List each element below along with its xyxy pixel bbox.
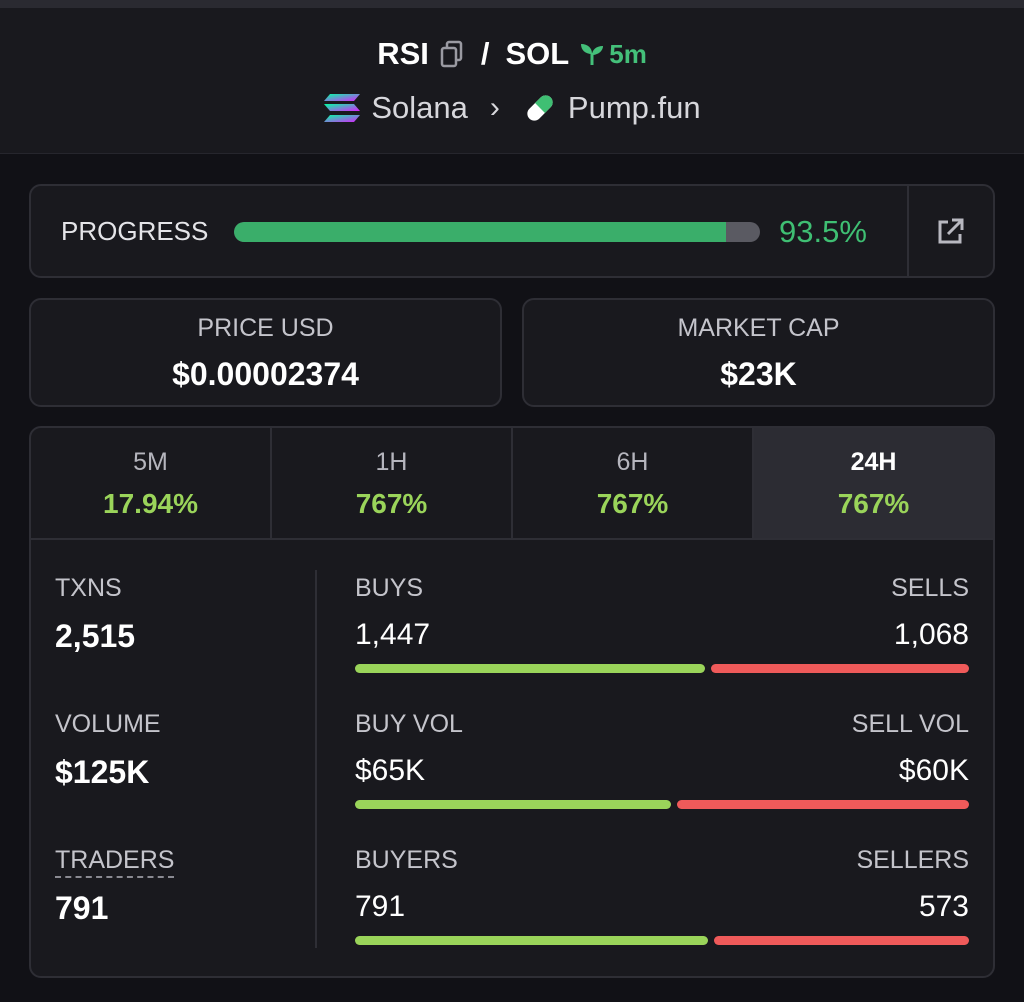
pair-age-text: 5m: [609, 38, 647, 69]
sell-bar: [711, 664, 969, 673]
sells-value: 1,068: [893, 618, 969, 651]
sell-bar: [714, 936, 969, 945]
sell-vol-value: $60K: [898, 754, 969, 787]
buys-value: 1,447: [355, 618, 431, 651]
buys-sells-ratio-bar: [355, 664, 969, 673]
pill-icon: [527, 95, 553, 121]
quote-symbol: SOL: [505, 36, 570, 71]
token-header: RSI / SOL 5m: [0, 8, 1024, 154]
txns-label: TXNS: [55, 574, 122, 602]
bonding-progress-panel: PROGRESS 93.5%: [29, 184, 995, 278]
timeframe-stats-panel: 5M 17.94% 1H 767% 6H 767% 24H 767% TXNS …: [29, 426, 995, 978]
sellers-value: 573: [918, 890, 969, 923]
tab-label: 24H: [850, 448, 897, 476]
market-cap-card: MARKET CAP $23K: [522, 298, 995, 407]
copy-icon[interactable]: [439, 40, 465, 68]
buy-vol-value: $65K: [355, 754, 426, 787]
sells-label: SELLS: [891, 574, 969, 602]
sellers-label: SELLERS: [856, 846, 969, 874]
progress-percent: 93.5%: [779, 214, 867, 249]
sell-vol-label: SELL VOL: [851, 710, 969, 738]
pair-title: RSI / SOL 5m: [0, 34, 1024, 74]
sell-bar: [677, 800, 969, 809]
market-cap-label: MARKET CAP: [677, 314, 840, 342]
tab-5m[interactable]: 5M 17.94%: [31, 428, 272, 538]
tab-label: 1H: [375, 448, 408, 476]
top-edge: [0, 0, 1024, 8]
seedling-icon: [581, 44, 604, 65]
tab-change: 767%: [596, 488, 669, 519]
tab-label: 6H: [616, 448, 649, 476]
tab-change: 17.94%: [103, 488, 198, 519]
tab-24h[interactable]: 24H 767%: [754, 428, 993, 538]
stats-divider: [315, 570, 317, 948]
buy-bar: [355, 800, 671, 809]
breadcrumb: Solana › Pump.fun: [0, 88, 1024, 128]
timeframe-tabs: 5M 17.94% 1H 767% 6H 767% 24H 767%: [31, 428, 993, 540]
chevron-right-icon: ›: [489, 91, 500, 124]
buyers-value: 791: [355, 890, 406, 923]
price-usd-card: PRICE USD $0.00002374: [29, 298, 502, 407]
tab-1h[interactable]: 1H 767%: [272, 428, 513, 538]
progress-bar: [234, 222, 760, 242]
volume-label: VOLUME: [55, 710, 161, 738]
tab-6h[interactable]: 6H 767%: [513, 428, 754, 538]
progress-divider: [907, 186, 909, 276]
tab-change: 767%: [355, 488, 428, 519]
chain-link[interactable]: Solana: [371, 90, 468, 125]
platform-link[interactable]: Pump.fun: [567, 90, 701, 125]
txns-value: 2,515: [55, 618, 136, 654]
solana-logo-icon: [324, 94, 361, 122]
buys-label: BUYS: [355, 574, 424, 602]
progress-label: PROGRESS: [61, 216, 209, 246]
token-symbol: RSI: [377, 36, 429, 71]
buy-vol-label: BUY VOL: [355, 710, 463, 738]
volume-ratio-bar: [355, 800, 969, 809]
traders-ratio-bar: [355, 936, 969, 945]
buyers-label: BUYERS: [355, 846, 458, 874]
buy-bar: [355, 664, 705, 673]
tab-label: 5M: [133, 448, 168, 476]
tab-change: 767%: [837, 488, 910, 519]
pair-age: 5m: [579, 39, 647, 70]
price-usd-label: PRICE USD: [197, 314, 334, 342]
market-cap-value: $23K: [720, 356, 797, 392]
price-usd-value: $0.00002374: [172, 356, 359, 392]
traders-label[interactable]: TRADERS: [55, 846, 175, 878]
traders-value: 791: [55, 890, 109, 926]
buy-bar: [355, 936, 708, 945]
external-link-icon[interactable]: [934, 216, 966, 248]
volume-value: $125K: [55, 754, 150, 790]
progress-bar-fill: [234, 222, 726, 242]
pair-separator: /: [480, 36, 490, 71]
